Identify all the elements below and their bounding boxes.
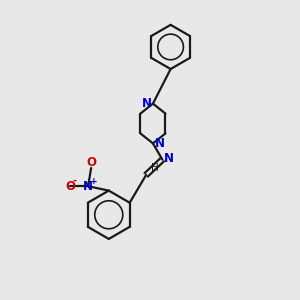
Text: +: + (90, 177, 98, 186)
Text: -: - (73, 176, 77, 186)
Text: H: H (151, 164, 158, 173)
Text: N: N (164, 152, 174, 165)
Text: O: O (65, 180, 75, 193)
Text: N: N (142, 97, 152, 110)
Text: N: N (83, 180, 93, 193)
Text: N: N (154, 137, 164, 150)
Text: O: O (86, 156, 96, 169)
